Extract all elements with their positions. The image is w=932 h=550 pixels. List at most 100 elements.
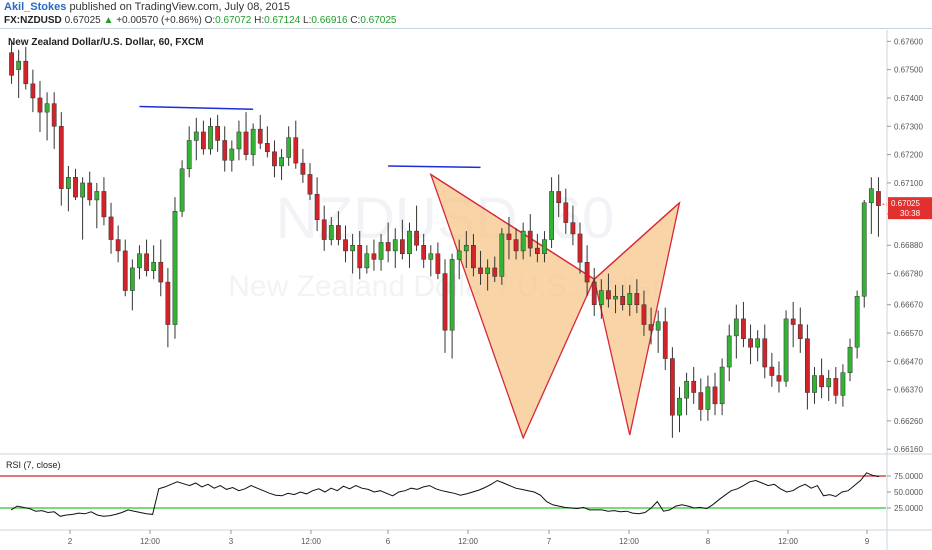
candle-down bbox=[797, 324, 803, 339]
low-value: 0.66916 bbox=[311, 15, 348, 26]
candle-down bbox=[534, 247, 540, 254]
symbol-label[interactable]: FX:NZDUSD bbox=[4, 15, 62, 26]
price-tick-label: 0.66260 bbox=[894, 417, 923, 426]
pattern-xb-leg bbox=[430, 173, 595, 280]
candle-down bbox=[492, 267, 498, 277]
candle-up bbox=[854, 295, 860, 348]
time-tick-label: 2 bbox=[68, 537, 73, 546]
candle-down bbox=[513, 239, 519, 252]
time-tick-label: 8 bbox=[706, 537, 711, 546]
time-tick-label: 6 bbox=[386, 537, 391, 546]
high-value: 0.67124 bbox=[264, 15, 301, 26]
candle-up bbox=[542, 239, 547, 254]
last-price-badge bbox=[888, 197, 932, 220]
publisher-line: Akil_Stokes published on TradingView.com… bbox=[4, 1, 290, 13]
candle-up bbox=[229, 148, 235, 161]
candle-down bbox=[819, 375, 824, 388]
candle-up bbox=[193, 131, 199, 141]
price-tick-label: 0.66470 bbox=[894, 357, 923, 366]
candle-up bbox=[861, 202, 867, 297]
candle-down bbox=[648, 324, 654, 331]
candle-down bbox=[165, 281, 171, 325]
last-price-label: 0.67025 bbox=[891, 199, 920, 208]
candle-down bbox=[23, 60, 29, 85]
candle-down bbox=[399, 239, 405, 254]
rsi-label: RSI (7, close) bbox=[6, 460, 61, 470]
candle-up bbox=[719, 366, 725, 405]
candle-down bbox=[591, 281, 597, 305]
candle-down bbox=[762, 338, 768, 368]
candle-down bbox=[343, 239, 348, 252]
close-label: C: bbox=[350, 15, 361, 26]
candle-down bbox=[73, 177, 78, 198]
candle-up bbox=[66, 177, 71, 189]
time-tick-label: 12:00 bbox=[458, 537, 479, 546]
candle-up bbox=[627, 293, 633, 305]
time-tick-label: 12:00 bbox=[778, 537, 799, 546]
candle-down bbox=[769, 366, 775, 376]
candle-down bbox=[776, 375, 782, 382]
candle-up bbox=[449, 259, 455, 331]
candle-up bbox=[151, 261, 157, 271]
candle-down bbox=[321, 219, 327, 240]
candle-up bbox=[456, 250, 462, 260]
candle-down bbox=[300, 162, 306, 175]
rsi-line bbox=[10, 472, 879, 517]
candle-down bbox=[293, 137, 299, 164]
candle-up bbox=[726, 335, 732, 368]
candle-down bbox=[556, 191, 562, 204]
time-tick-label: 3 bbox=[229, 537, 234, 546]
candle-down bbox=[30, 83, 36, 99]
candle-down bbox=[108, 216, 114, 240]
candle-up bbox=[677, 397, 682, 416]
candle-up bbox=[485, 267, 491, 274]
price-tick-label: 0.66570 bbox=[894, 329, 923, 338]
price-tick-label: 0.67100 bbox=[894, 179, 923, 188]
author-link[interactable]: Akil_Stokes bbox=[4, 1, 67, 13]
candle-down bbox=[87, 182, 93, 201]
candle-up bbox=[250, 128, 256, 155]
candle-down bbox=[670, 358, 675, 416]
price-tick-label: 0.67500 bbox=[894, 66, 923, 75]
candle-down bbox=[144, 253, 149, 271]
candle-up bbox=[279, 157, 284, 167]
published-text: published on TradingView.com, July 08, 2… bbox=[69, 1, 290, 13]
candle-up bbox=[172, 211, 178, 325]
price-tick-label: 0.67600 bbox=[894, 37, 923, 46]
pattern-bd-leg bbox=[593, 202, 680, 280]
candle-up bbox=[44, 103, 50, 113]
candle-up bbox=[783, 318, 789, 382]
candle-down bbox=[506, 233, 512, 240]
candle-up bbox=[549, 191, 554, 240]
candle-up bbox=[94, 191, 100, 201]
candle-up bbox=[350, 244, 356, 252]
candle-down bbox=[833, 378, 839, 396]
candle-down bbox=[307, 174, 313, 195]
candle-up bbox=[520, 230, 526, 252]
candle-down bbox=[790, 318, 796, 325]
rsi-pane[interactable] bbox=[0, 456, 886, 528]
candle-down bbox=[357, 244, 363, 269]
candle-up bbox=[684, 380, 689, 399]
price-pane[interactable] bbox=[0, 30, 886, 452]
candle-down bbox=[662, 321, 668, 359]
candle-down bbox=[264, 143, 270, 153]
price-change: +0.00570 (+0.86%) bbox=[116, 15, 202, 26]
candle-down bbox=[243, 131, 249, 155]
resistance-line[interactable] bbox=[139, 105, 254, 111]
resistance-line[interactable] bbox=[388, 165, 481, 169]
time-tick-label: 9 bbox=[865, 537, 870, 546]
candle-down bbox=[876, 191, 881, 206]
candle-down bbox=[641, 304, 647, 325]
candle-up bbox=[407, 230, 412, 254]
candle-down bbox=[9, 52, 14, 76]
candle-down bbox=[805, 338, 810, 393]
rsi-tick-label: 75.0000 bbox=[894, 472, 923, 481]
price-tick-label: 0.66370 bbox=[894, 386, 923, 395]
time-tick-label: 12:00 bbox=[140, 537, 161, 546]
candle-up bbox=[392, 239, 398, 252]
candle-up bbox=[179, 168, 185, 212]
candle-down bbox=[314, 194, 320, 221]
candle-up bbox=[80, 182, 85, 198]
